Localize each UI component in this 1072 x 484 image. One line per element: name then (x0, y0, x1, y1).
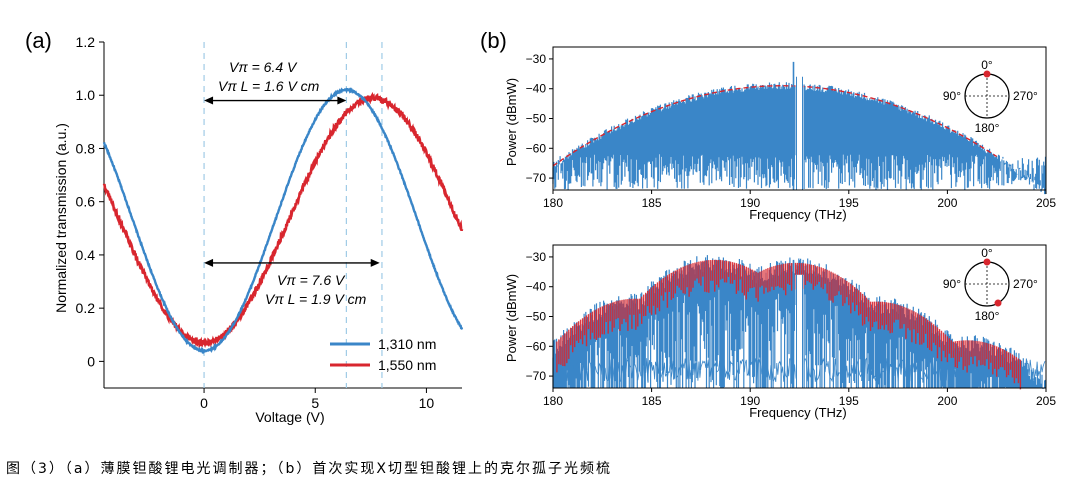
polar-label: 90° (943, 89, 961, 103)
arrowhead-left-1 (204, 258, 214, 267)
annotation-1550: Vπ = 7.6 V Vπ L = 1.9 V cm (265, 272, 367, 307)
y-tick-label: −50 (526, 310, 547, 324)
curve-1550-nm (102, 91, 464, 350)
panel-a-x-tick-label: 10 (419, 395, 435, 411)
soliton-crystal-envelope (556, 259, 1022, 390)
polar-label: 270° (1013, 277, 1038, 291)
y-tick-label: −70 (526, 369, 547, 383)
panel-b-bottom-xlabel: Frequency (THz) (749, 405, 847, 420)
annotation-1310-vpi: Vπ = 6.4 V (229, 59, 298, 75)
panel-a-x-tick-label: 5 (311, 395, 319, 411)
figure-caption: 图（3）（a）薄膜钽酸锂电光调制器；（b）首次实现X切型钽酸锂上的克尔孤子光频梳 (6, 461, 612, 477)
polar-marker (994, 299, 1002, 307)
x-tick-label: 205 (1036, 394, 1056, 408)
arrowhead-right-0 (337, 96, 347, 105)
panel-b-top-xlabel: Frequency (THz) (749, 207, 847, 222)
panel-b-label: (b) (480, 28, 507, 53)
panel-a-y-tick-label: 1.2 (76, 34, 96, 50)
polar-label: 180° (975, 309, 1000, 323)
panel-b-top-plot-area: −30 −40 −50 −60 −70 180 185 190 195 200 205 (526, 46, 1056, 210)
polar-label: 90° (943, 277, 961, 291)
panel-a-y-tick-label: 0.4 (76, 247, 96, 263)
x-tick-label: 195 (839, 196, 859, 210)
legend-label-1310: 1,310 nm (378, 336, 436, 352)
x-tick-label: 190 (740, 196, 760, 210)
x-tick-label: 190 (740, 394, 760, 408)
panel-a-xlabel: Voltage (V) (255, 409, 324, 425)
x-tick-label: 180 (543, 196, 563, 210)
panel-b: (b) −30 −40 −50 −60 −70 180 185 190 195 200 205 Fr… (480, 28, 1056, 420)
polar-label: 180° (975, 121, 1000, 135)
panel-b-bottom-ylabel: Power (dBmW) (504, 274, 519, 362)
panel-a-x-tick-label: 0 (200, 395, 208, 411)
curve-1310-nm (102, 87, 464, 355)
annotation-1310-vpil: Vπ L = 1.6 V cm (218, 78, 320, 94)
panel-a-ylabel: Normalized transmission (a.u.) (53, 123, 69, 313)
y-tick-label: −30 (526, 250, 547, 264)
polar-inset-bottom: 0° 90° 270° 180° (943, 246, 1038, 323)
panel-a-y-tick-label: 0.8 (76, 140, 96, 156)
y-tick-label: −70 (526, 171, 547, 185)
y-tick-label: −60 (526, 141, 547, 155)
y-tick-label: −50 (526, 112, 547, 126)
panel-a: (a) 00.20.40.60.81.01.20 5 10 Voltage (V) … (25, 28, 464, 425)
x-tick-label: 200 (937, 394, 957, 408)
figure: (a) 00.20.40.60.81.01.20 5 10 Voltage (V) … (25, 28, 1056, 425)
panel-a-y-tick-label: 0 (87, 353, 95, 369)
polar-inset-top: 0° 90° 270° 180° (943, 58, 1038, 135)
pump-filter-notch (795, 76, 804, 190)
annotation-1310: Vπ = 6.4 V Vπ L = 1.6 V cm (218, 59, 320, 94)
x-tick-label: 185 (642, 394, 662, 408)
x-tick-label: 180 (543, 394, 563, 408)
y-tick-label: −30 (526, 52, 547, 66)
panel-a-label: (a) (25, 28, 52, 53)
arrowhead-left-0 (204, 96, 214, 105)
annotation-1550-vpi: Vπ = 7.6 V (277, 272, 346, 288)
arrowhead-right-1 (370, 258, 380, 267)
x-tick-label: 205 (1036, 196, 1056, 210)
panel-a-y-tick-label: 1.0 (76, 87, 96, 103)
polar-marker (983, 258, 991, 266)
panel-a-y-tick-label: 0.2 (76, 300, 96, 316)
panel-a-legend: 1,310 nm 1,550 nm (330, 336, 436, 373)
pump-filter-notch (795, 274, 804, 388)
panel-a-y-tick-label: 0.6 (76, 194, 96, 210)
legend-label-1550: 1,550 nm (378, 357, 436, 373)
x-tick-label: 200 (937, 196, 957, 210)
x-tick-label: 195 (839, 394, 859, 408)
polar-label: 0° (981, 246, 993, 260)
y-tick-label: −60 (526, 339, 547, 353)
x-tick-label: 185 (642, 196, 662, 210)
y-tick-label: −40 (526, 82, 547, 96)
panel-b-top-ylabel: Power (dBmW) (504, 78, 519, 166)
polar-marker (983, 70, 991, 78)
annotation-1550-vpil: Vπ L = 1.9 V cm (265, 291, 367, 307)
panel-a-plot-area: 0 0.2 0.4 0.6 0.8 1.0 1.2 0 5 10 (76, 34, 464, 411)
polar-label: 270° (1013, 89, 1038, 103)
y-tick-label: −40 (526, 280, 547, 294)
polar-label: 0° (981, 58, 993, 72)
panel-b-bottom-plot-area: −30 −40 −50 −60 −70 180 185 190 195 200 205 (526, 244, 1056, 408)
